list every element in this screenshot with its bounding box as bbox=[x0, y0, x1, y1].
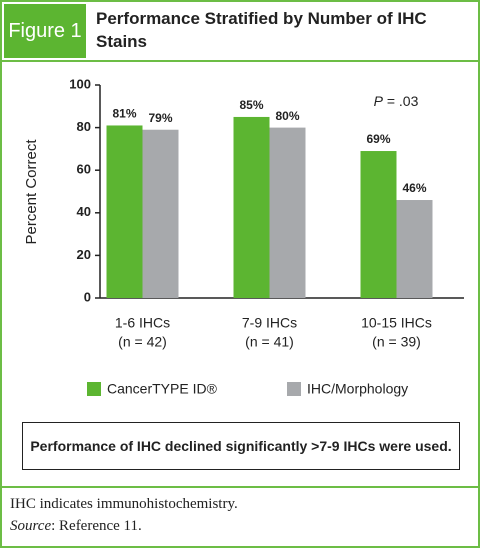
x-tick-note: (n = 41) bbox=[245, 334, 294, 350]
legend-label: IHC/Morphology bbox=[307, 381, 408, 397]
y-axis-label: Percent Correct bbox=[23, 139, 40, 245]
value-label: 85% bbox=[239, 98, 263, 112]
source-text: : Reference 11. bbox=[51, 518, 142, 534]
divider bbox=[2, 486, 478, 488]
legend-label: CancerTYPE ID® bbox=[107, 381, 218, 397]
note: Performance of IHC declined significantl… bbox=[22, 422, 460, 470]
bar bbox=[360, 151, 397, 298]
source: Source: Reference 11. bbox=[10, 518, 142, 535]
bar bbox=[396, 200, 433, 298]
source-label: Source bbox=[10, 518, 52, 534]
bar bbox=[106, 125, 143, 298]
y-tick-label: 60 bbox=[77, 162, 91, 177]
value-label: 69% bbox=[366, 132, 390, 146]
x-tick-label: 7-9 IHCs bbox=[242, 315, 297, 331]
x-tick-note: (n = 39) bbox=[372, 334, 421, 350]
legend-swatch bbox=[87, 382, 101, 396]
legend-swatch bbox=[287, 382, 301, 396]
y-tick-label: 0 bbox=[84, 289, 91, 304]
divider bbox=[2, 60, 478, 62]
value-label: 79% bbox=[148, 111, 172, 125]
value-label: 80% bbox=[275, 109, 299, 123]
x-tick-label: 10-15 IHCs bbox=[361, 315, 432, 331]
annotation-text: = .03 bbox=[387, 93, 419, 109]
annotation: P = .03 bbox=[374, 93, 419, 109]
y-tick-label: 20 bbox=[77, 247, 91, 262]
y-tick-label: 80 bbox=[77, 119, 91, 134]
y-tick-label: 100 bbox=[69, 76, 91, 91]
figure-label: Figure 1 bbox=[4, 4, 86, 58]
bar bbox=[233, 116, 270, 298]
bar bbox=[269, 127, 306, 298]
chart-title: Performance Stratified by Number of IHC … bbox=[96, 9, 427, 51]
bar bbox=[142, 129, 179, 298]
annotation-symbol: P bbox=[374, 93, 384, 109]
x-tick-label: 1-6 IHCs bbox=[115, 315, 170, 331]
y-tick-label: 40 bbox=[77, 204, 91, 219]
footnote: IHC indicates immunohistochemistry. bbox=[10, 496, 238, 512]
value-label: 46% bbox=[402, 181, 426, 195]
x-tick-note: (n = 42) bbox=[118, 334, 167, 350]
value-label: 81% bbox=[112, 107, 136, 121]
